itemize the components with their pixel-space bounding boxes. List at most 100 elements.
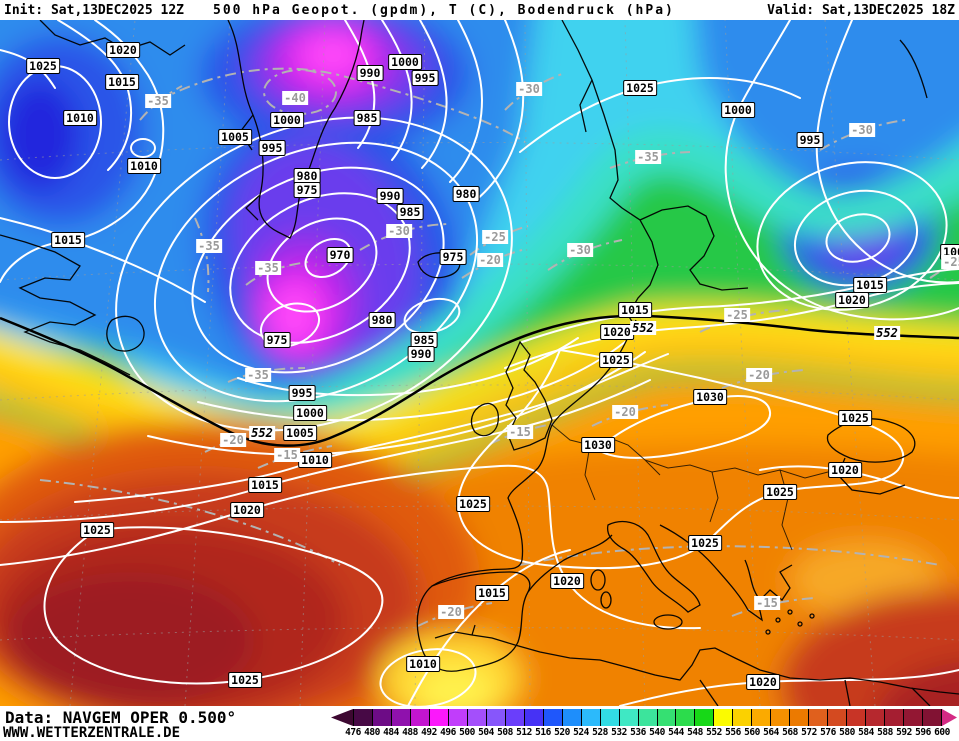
pressure-label: 1020 — [106, 42, 140, 58]
temperature-label: -35 — [245, 368, 271, 382]
colorbar-ticks: 476 480 484 488 492 496 500 504 508 512 516 520 524 5… — [345, 727, 950, 739]
colorbar-tick-label: 552 — [706, 727, 722, 738]
colorbar-tick-label: 572 — [801, 727, 817, 738]
thickness-label: 552 — [630, 321, 656, 335]
temperature-label: -40 — [282, 91, 308, 105]
map-art — [0, 20, 959, 706]
colorbar-tick-label: 516 — [535, 727, 551, 738]
colorbar-tick-label: 580 — [839, 727, 855, 738]
colorbar-tick-label: 500 — [459, 727, 475, 738]
colorbar-tick-label: 512 — [516, 727, 532, 738]
colorbar-cell — [866, 709, 886, 726]
colorbar-cell — [695, 709, 715, 726]
pressure-label: 1010 — [63, 110, 97, 126]
colorbar-cell — [524, 709, 544, 726]
pressure-label: 1015 — [475, 585, 509, 601]
colorbar-tick-label: 556 — [725, 727, 741, 738]
pressure-label: 1030 — [693, 389, 727, 405]
colorbar-cell — [752, 709, 772, 726]
colorbar-tick-label: 584 — [858, 727, 874, 738]
pressure-label: 990 — [376, 188, 404, 204]
temperature-label: -20 — [220, 433, 246, 447]
colorbar-cell — [885, 709, 905, 726]
colorbar-cell — [790, 709, 810, 726]
colorbar-tick-label: 496 — [440, 727, 456, 738]
colorbar-left-arrow — [331, 709, 353, 726]
pressure-label: 995 — [258, 140, 286, 156]
right-arrow-shape — [942, 709, 957, 726]
colorbar-cell — [410, 709, 430, 726]
pressure-label: 1025 — [763, 484, 797, 500]
temperature-label: -35 — [635, 150, 661, 164]
pressure-label: 990 — [356, 65, 384, 81]
pressure-label: 1030 — [581, 437, 615, 453]
colorbar-cell — [676, 709, 696, 726]
colorbar-tick-label: 528 — [592, 727, 608, 738]
pressure-label: 1015 — [248, 477, 282, 493]
chart-footer: Data: NAVGEM OPER 0.500° WWW.WETTERZENTR… — [0, 706, 959, 741]
colorbar-cell — [904, 709, 924, 726]
temperature-label: -35 — [145, 94, 171, 108]
pressure-label: 985 — [353, 110, 381, 126]
pressure-label: 1000 — [721, 102, 755, 118]
colorbar-cell — [505, 709, 525, 726]
colorbar-tick-label: 492 — [421, 727, 437, 738]
colorbar-cell — [353, 709, 373, 726]
pressure-label: 1020 — [835, 292, 869, 308]
colorbar-tick-label: 520 — [554, 727, 570, 738]
pressure-label: 1025 — [456, 496, 490, 512]
colorbar-tick-label: 540 — [649, 727, 665, 738]
pressure-label: 1015 — [105, 74, 139, 90]
colorbar-tick-label: 524 — [573, 727, 589, 738]
pressure-label: 1010 — [127, 158, 161, 174]
temperature-label: -25 — [724, 308, 750, 322]
pressure-label: 975 — [293, 182, 321, 198]
temperature-label: -15 — [274, 448, 300, 462]
colorbar-cell — [638, 709, 658, 726]
temperature-label: -15 — [754, 596, 780, 610]
pressure-label: 980 — [368, 312, 396, 328]
colorbar-tick-label: 484 — [383, 727, 399, 738]
pressure-label: 1005 — [218, 129, 252, 145]
pressure-label: 975 — [439, 249, 467, 265]
colorbar-tick-label: 488 — [402, 727, 418, 738]
pressure-label: 1000 — [270, 112, 304, 128]
colorbar-tick-label: 532 — [611, 727, 627, 738]
colorbar-cell — [486, 709, 506, 726]
pressure-label: 1015 — [51, 232, 85, 248]
pressure-label: 1000 — [293, 405, 327, 421]
pressure-label: 1025 — [80, 522, 114, 538]
weather-map: 1025 1020 1015 1010 1010 1015 1005 1000 995 990 10… — [0, 20, 959, 706]
temperature-label: -25 — [482, 230, 508, 244]
colorbar-tick-label: 508 — [497, 727, 513, 738]
colorbar-right-arrow — [942, 709, 957, 726]
pressure-label: 1020 — [746, 674, 780, 690]
colorbar-cell — [429, 709, 449, 726]
pressure-label: 990 — [407, 346, 435, 362]
colorbar-tick-label: 536 — [630, 727, 646, 738]
colorbar-tick-label: 592 — [896, 727, 912, 738]
pressure-label: 1020 — [828, 462, 862, 478]
thickness-label: 552 — [249, 426, 275, 440]
colorbar-cell — [448, 709, 468, 726]
colorbar-cell — [714, 709, 734, 726]
coastlines-layer — [0, 20, 959, 706]
colorbar-tick-label: 560 — [744, 727, 760, 738]
temperature-label: -20 — [746, 368, 772, 382]
colorbar: 476 480 484 488 492 496 500 504 508 512 516 520 524 5… — [331, 709, 959, 740]
colorbar-cell — [562, 709, 582, 726]
colorbar-cell — [923, 709, 943, 726]
graticule-layer — [0, 20, 959, 706]
thickness-552-contour — [0, 314, 959, 447]
temperature-label: -25 — [941, 255, 959, 269]
chart-header: Init: Sat,13DEC2025 12Z 500 hPa Geopot. … — [0, 0, 959, 20]
pressure-label: 1020 — [600, 324, 634, 340]
pressure-label: 1025 — [26, 58, 60, 74]
temperature-label: -35 — [196, 239, 222, 253]
pressure-label: 1005 — [283, 425, 317, 441]
pressure-label: 970 — [326, 247, 354, 263]
pressure-label: 1010 — [298, 452, 332, 468]
temperature-label: -20 — [477, 253, 503, 267]
chart-title: 500 hPa Geopot. (gpdm), T (C), Bodendruc… — [213, 2, 675, 18]
